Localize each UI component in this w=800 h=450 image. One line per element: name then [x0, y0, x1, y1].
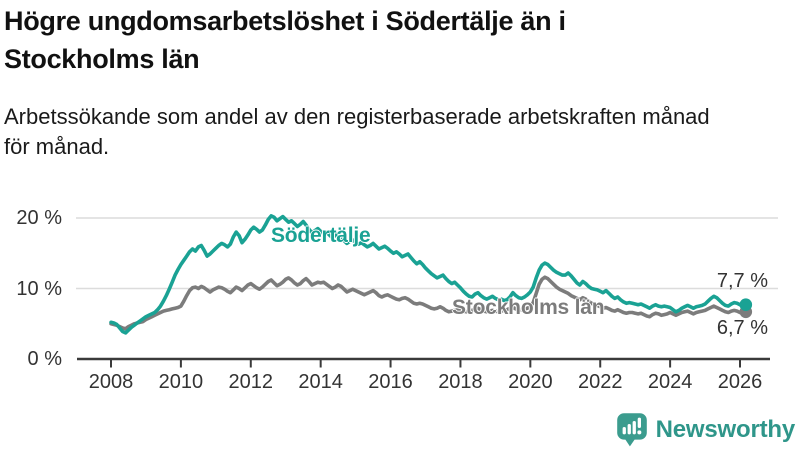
x-axis-label: 2024 [647, 371, 693, 393]
end-value-label-stockholms-lan: 6,7 % [716, 317, 768, 339]
y-axis-label: 10 % [16, 277, 62, 300]
end-dot-sodertalje [739, 298, 753, 311]
bar-chart-bubble-icon [616, 413, 647, 447]
line-chart: 0 % 10 % 20 % 2008 2010 2012 2014 2016 2018 2020… [0, 190, 800, 405]
series-line-stockholms-lan [109, 275, 748, 331]
x-axis-label: 2016 [368, 371, 413, 393]
x-axis-label: 2026 [717, 371, 763, 393]
x-axis-label: 2020 [508, 371, 553, 393]
logo-text: Newsworthy [655, 416, 796, 443]
series-label-sodertalje: Södertälje [271, 224, 371, 247]
x-axis-ticks [110, 359, 742, 368]
y-axis-label: 0 % [27, 348, 62, 370]
y-axis-label: 20 % [16, 207, 62, 229]
x-axis-label: 2018 [438, 371, 483, 393]
series-group [109, 214, 753, 335]
chart-subtitle-line2: för månad. [4, 134, 110, 159]
newsworthy-logo[interactable]: Newsworthy [616, 412, 795, 448]
x-axis-label: 2012 [228, 371, 274, 393]
end-value-label-sodertalje: 7,7 % [716, 270, 768, 292]
series-line-sodertalje [109, 214, 748, 335]
x-axis-label: 2008 [88, 371, 134, 393]
chart-subtitle-line1: Arbetssökande som andel av den registerb… [4, 104, 710, 129]
series-label-stockholms-lan: Stockholms län [452, 296, 605, 319]
chart-subtitle: Arbetssökande som andel av den registerb… [4, 102, 794, 162]
page-title-line2: Stockholms län [4, 44, 200, 74]
page-title-line1: Högre ungdomsarbetslöshet i Södertälje ä… [4, 6, 566, 36]
x-axis-label: 2022 [577, 371, 623, 393]
x-axis-label: 2014 [298, 371, 343, 393]
x-axis-label: 2010 [158, 371, 204, 393]
plot-area [76, 214, 778, 368]
page-title: Högre ungdomsarbetslöshet i Södertälje ä… [4, 2, 784, 78]
